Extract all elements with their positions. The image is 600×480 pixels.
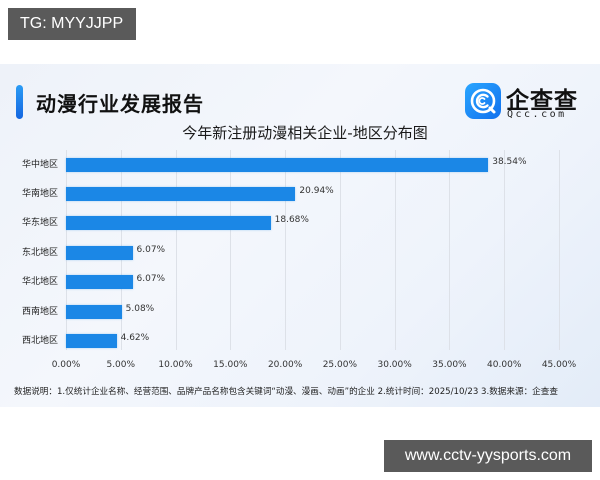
report-card: 动漫行业发展报告 企查查 Qcc.com 今年新注册动漫相关企业-地区分布图 华… [0, 64, 600, 407]
bar [66, 334, 117, 348]
category-label: 西北地区 [21, 336, 58, 346]
bar-value-label: 20.94% [299, 186, 334, 196]
bar [66, 216, 271, 230]
grid-line [504, 150, 506, 350]
category-label: 华北地区 [21, 277, 58, 287]
grid-line [285, 150, 287, 350]
bar-row: 华南地区 20.94% [22, 186, 559, 201]
grid-line [449, 150, 451, 350]
qcc-logo-icon [465, 83, 501, 119]
x-tick-label: 5.00% [106, 360, 136, 370]
bar-chart-plot: 华中地区 38.54% 华南地区 20.94% 华东地区 18.68% 东北地区 6.07% 华… [22, 150, 560, 350]
qcc-logo: 企查查 Qcc.com [465, 83, 600, 123]
grid-line [175, 150, 177, 350]
bar-row: 华北地区 6.07% [22, 274, 559, 289]
bar-value-label: 6.07% [136, 274, 166, 284]
bar [66, 275, 133, 289]
report-title: 动漫行业发展报告 [36, 92, 204, 116]
grid-line [394, 150, 396, 350]
x-tick-label: 30.00% [377, 360, 412, 370]
bar-row: 华中地区 38.54% [22, 157, 559, 172]
bar [66, 246, 133, 260]
x-tick-label: 25.00% [322, 360, 358, 370]
bar-value-label: 5.08% [125, 304, 155, 314]
header-accent-bar [16, 85, 23, 119]
chart-title: 今年新注册动漫相关企业-地区分布图 [182, 124, 428, 142]
x-tick-label: 15.00% [213, 360, 248, 370]
bar-value-label: 4.62% [120, 333, 150, 343]
category-label: 东北地区 [21, 248, 58, 258]
bar-row: 东北地区 6.07% [22, 245, 559, 260]
bar-value-label: 38.54% [492, 157, 527, 167]
bar [66, 158, 489, 172]
grid-line [230, 150, 232, 350]
x-tick-label: 35.00% [432, 360, 467, 370]
bar-value-label: 18.68% [274, 215, 309, 225]
category-label: 华南地区 [21, 189, 58, 199]
x-tick-label: 20.00% [267, 360, 303, 370]
category-label: 西南地区 [21, 307, 58, 317]
category-label: 华东地区 [21, 218, 58, 228]
logo-domain: Qcc.com [507, 109, 567, 120]
x-tick-label: 10.00% [158, 360, 193, 370]
x-tick-label: 40.00% [487, 360, 522, 370]
grid-line [559, 150, 560, 350]
bar-row: 华东地区 18.68% [22, 215, 559, 230]
bar-value-label: 6.07% [136, 245, 166, 255]
x-tick-label: 0.00% [51, 360, 81, 370]
watermark-top-left: TG: MYYJJPP [8, 8, 136, 40]
grid-line [339, 150, 341, 350]
bar-row: 西北地区 4.62% [22, 333, 559, 348]
bar-row: 西南地区 5.08% [22, 304, 559, 319]
x-tick-label: 45.00% [541, 360, 577, 370]
watermark-bottom-right: www.cctv-yysports.com [384, 440, 592, 472]
logo-name: 企查查 [506, 88, 578, 114]
category-label: 华中地区 [21, 160, 58, 170]
bar [66, 187, 296, 201]
data-note: 数据说明：1.仅统计企业名称、经营范围、品牌产品名称包含关键词“动漫、漫画、动画… [14, 387, 558, 397]
bar [66, 305, 122, 319]
